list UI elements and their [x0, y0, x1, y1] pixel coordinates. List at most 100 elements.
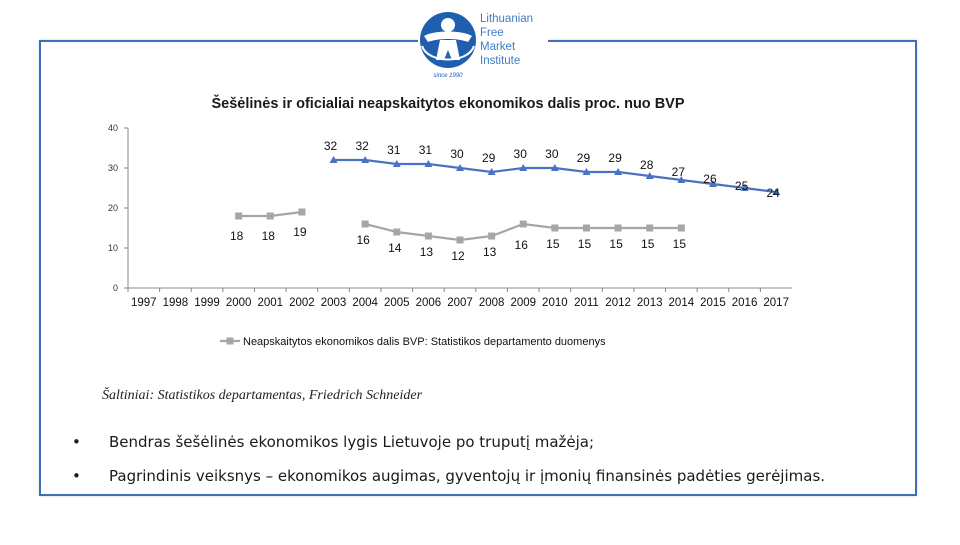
x-tick-label: 1998 [163, 297, 189, 309]
data-label: 15 [546, 237, 560, 251]
data-point-square [519, 220, 527, 228]
y-tick-label: 40 [108, 123, 118, 133]
y-tick-label: 0 [113, 283, 118, 293]
data-label: 29 [482, 151, 496, 165]
data-label: 29 [577, 151, 591, 165]
data-label: 14 [388, 241, 402, 255]
logo-line: Lithuanian [480, 13, 534, 25]
data-label: 30 [514, 147, 528, 161]
data-label: 19 [293, 225, 307, 239]
bullet-dot: • [72, 467, 81, 485]
data-label: 32 [355, 139, 369, 153]
data-label: 16 [356, 233, 370, 247]
data-point-square [361, 220, 369, 228]
data-label: 27 [672, 165, 686, 179]
data-point-triangle [487, 168, 496, 175]
data-point-square [488, 232, 496, 240]
data-label: 26 [703, 172, 717, 186]
y-tick-label: 10 [108, 243, 118, 253]
y-tick-label: 30 [108, 163, 118, 173]
data-label: 24 [767, 186, 781, 200]
data-point-triangle [456, 164, 464, 171]
logo-badge: since 1990 [433, 73, 463, 79]
x-tick-label: 2002 [289, 297, 315, 309]
data-point-square [614, 224, 622, 232]
bullet-item: • Pagrindinis veiksnys – ekonomikos augi… [72, 466, 825, 500]
data-label: 31 [387, 143, 401, 157]
data-point-triangle [772, 188, 781, 195]
data-point-triangle [519, 164, 528, 171]
data-label: 13 [420, 245, 434, 259]
data-label: 12 [451, 249, 465, 263]
data-point-triangle [614, 168, 623, 175]
data-label: 18 [262, 229, 276, 243]
sources-note: Šaltiniai: Statistikos departamentas, Fr… [102, 388, 423, 403]
x-tick-label: 2005 [384, 297, 410, 309]
data-label: 15 [641, 237, 655, 251]
data-point-triangle [392, 160, 401, 167]
data-label: 31 [419, 143, 433, 157]
bullet-text: Bendras šešėlinės ekonomikos lygis Lietu… [109, 433, 595, 451]
data-label: 15 [673, 237, 687, 251]
x-tick-label: 2003 [321, 297, 347, 309]
logo-line: Free [480, 27, 504, 39]
data-point-triangle [645, 172, 654, 179]
data-label: 16 [515, 238, 529, 252]
x-tick-label: 2001 [257, 297, 283, 309]
x-tick-label: 2014 [669, 297, 695, 309]
x-tick-label: 2017 [763, 297, 789, 309]
data-point-triangle [677, 176, 686, 183]
x-tick-label: 2007 [447, 297, 473, 309]
data-label: 18 [230, 229, 244, 243]
data-point-square [235, 212, 243, 220]
data-point-triangle [424, 160, 433, 167]
data-label: 15 [578, 237, 592, 251]
data-label: 15 [609, 237, 623, 251]
x-tick-label: 2009 [510, 297, 536, 309]
data-point-triangle [329, 156, 338, 163]
data-point-square [646, 224, 654, 232]
data-label: 32 [324, 139, 338, 153]
data-point-square [551, 224, 559, 232]
data-label: 13 [483, 245, 497, 259]
data-label: 28 [640, 158, 654, 172]
data-label: 30 [545, 147, 559, 161]
data-label: 29 [608, 151, 622, 165]
data-point-square [393, 228, 401, 236]
bullet-text: Pagrindinis veiksnys – ekonomikos augima… [109, 467, 826, 485]
data-point-triangle [550, 164, 559, 171]
data-point-triangle [361, 156, 370, 163]
data-point-square [424, 232, 432, 240]
data-point-triangle [582, 168, 591, 175]
x-tick-label: 2010 [542, 297, 568, 309]
x-tick-label: 2011 [574, 297, 599, 309]
data-point-square [456, 236, 464, 244]
logo-emblem-icon: since 1990 [420, 12, 476, 79]
data-point-square [582, 224, 590, 232]
logo-line: Market [480, 41, 516, 53]
legend-swatch-marker [226, 337, 234, 345]
data-point-square [298, 208, 306, 216]
data-point-triangle [708, 180, 717, 187]
x-tick-label: 2013 [637, 297, 663, 309]
x-tick-label: 2008 [479, 297, 505, 309]
data-point-square [677, 224, 685, 232]
logo-wordmark: Lithuanian Free Market Institute [480, 12, 533, 68]
data-label: 30 [450, 147, 464, 161]
chart-title: Šešėlinės ir oficialiai neapskaitytos ek… [211, 94, 684, 112]
x-tick-label: 2006 [416, 297, 442, 309]
legend-label: Neapskaitytos ekonomikos dalis BVP: Stat… [243, 336, 606, 348]
x-tick-label: 2015 [700, 297, 726, 309]
x-tick-label: 2016 [732, 297, 758, 309]
x-tick-label: 2000 [226, 297, 252, 309]
bullet-item: • Bendras šešėlinės ekonomikos lygis Lie… [72, 432, 825, 466]
x-tick-label: 2004 [352, 297, 378, 309]
x-tick-label: 2012 [605, 297, 631, 309]
bullet-dot: • [72, 433, 81, 451]
x-tick-label: 1999 [194, 297, 220, 309]
data-label: 25 [735, 179, 749, 193]
y-tick-label: 20 [108, 203, 118, 213]
x-tick-label: 1997 [131, 297, 157, 309]
